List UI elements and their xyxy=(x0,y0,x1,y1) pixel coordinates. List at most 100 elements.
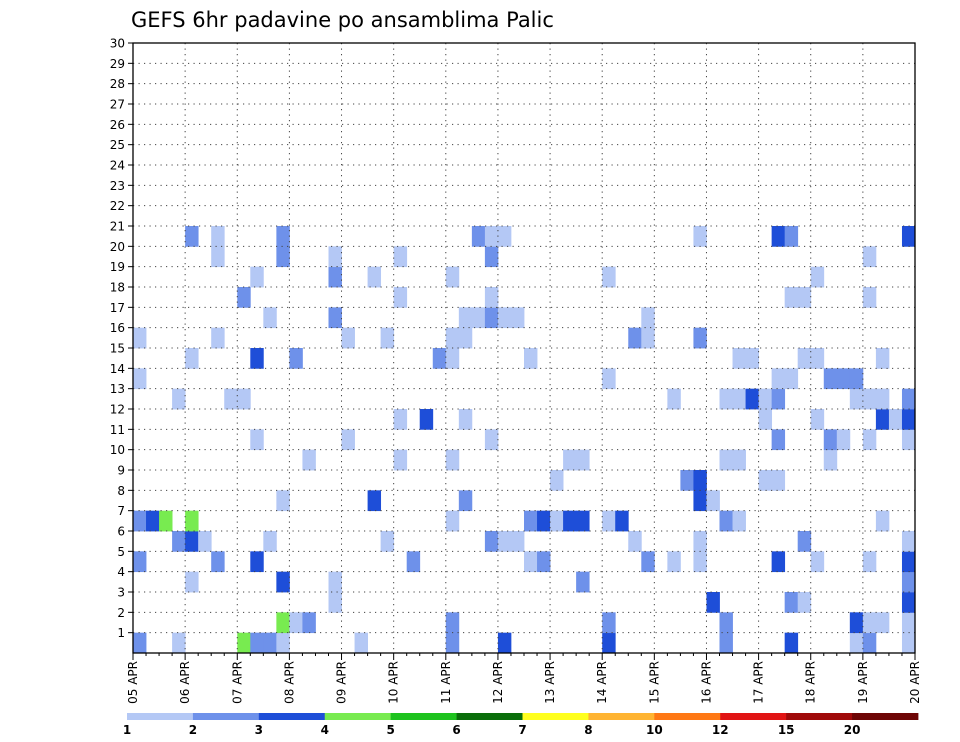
legend-swatch xyxy=(720,713,787,720)
x-tick-label: 15 APR xyxy=(647,661,661,704)
legend-label: 1 xyxy=(123,723,131,737)
precip-cell xyxy=(458,307,473,329)
legend-swatch xyxy=(192,713,260,720)
precip-cell xyxy=(875,388,890,410)
precip-cell xyxy=(484,531,499,552)
y-axis: 1234567891011121314151617181920212223242… xyxy=(110,37,133,640)
precip-cell xyxy=(341,327,355,349)
legend-swatch xyxy=(852,713,919,720)
y-tick-label: 20 xyxy=(110,240,125,254)
precip-cell xyxy=(211,246,225,268)
legend-label: 3 xyxy=(255,723,263,737)
precip-cell xyxy=(719,510,733,532)
precip-cell xyxy=(276,632,290,654)
precip-cell xyxy=(901,551,916,573)
y-tick-label: 28 xyxy=(110,77,125,91)
legend-swatch xyxy=(522,713,589,720)
precip-cell xyxy=(497,632,512,654)
precip-cell xyxy=(771,226,786,247)
precip-cell xyxy=(250,551,264,573)
precip-cell xyxy=(524,551,538,573)
precip-cell xyxy=(732,449,746,471)
y-tick-label: 18 xyxy=(110,281,125,295)
precip-cell xyxy=(771,429,786,451)
precip-cell xyxy=(836,368,851,390)
y-tick-label: 23 xyxy=(110,179,125,193)
precip-cell xyxy=(823,449,838,471)
legend-swatch xyxy=(324,713,392,720)
precip-cell xyxy=(250,429,264,451)
precip-cell xyxy=(458,490,473,512)
precip-cell xyxy=(823,429,838,451)
precip-cell xyxy=(133,551,147,573)
precip-cell xyxy=(641,327,655,349)
precip-cell xyxy=(445,510,460,532)
precip-cell xyxy=(328,592,342,613)
precip-cell xyxy=(263,531,277,552)
precip-cell xyxy=(276,246,290,268)
precip-cell xyxy=(302,449,316,471)
y-tick-label: 15 xyxy=(110,342,125,356)
precip-cell xyxy=(237,632,251,654)
legend-swatch xyxy=(588,713,655,720)
precip-cell xyxy=(393,409,408,430)
precip-cell xyxy=(849,612,864,634)
precip-cell xyxy=(862,246,877,268)
precip-cell xyxy=(576,449,590,471)
precip-cell xyxy=(185,510,199,532)
legend-label: 2 xyxy=(189,723,197,737)
precip-cell xyxy=(289,348,303,369)
x-tick-label: 05 APR xyxy=(126,661,140,704)
precip-cell xyxy=(797,348,812,369)
legend-label: 7 xyxy=(518,723,526,737)
precip-cell xyxy=(263,632,277,654)
precip-cell xyxy=(901,226,916,247)
precip-cell xyxy=(198,531,212,552)
y-tick-label: 25 xyxy=(110,138,125,152)
precip-cell xyxy=(211,551,225,573)
precip-cell xyxy=(328,266,342,288)
precip-cell xyxy=(550,470,564,491)
precip-cell xyxy=(419,409,434,430)
y-tick-label: 26 xyxy=(110,118,125,132)
precip-cell xyxy=(367,266,382,288)
legend-label: 15 xyxy=(778,723,795,737)
precip-cell xyxy=(849,368,864,390)
precip-cell xyxy=(823,368,838,390)
precip-cell xyxy=(810,551,825,573)
precip-cell xyxy=(497,307,512,329)
y-tick-label: 22 xyxy=(110,199,125,213)
precip-cell xyxy=(732,388,746,410)
x-tick-label: 19 APR xyxy=(856,661,870,704)
precip-cell xyxy=(484,429,499,451)
precip-cell xyxy=(602,612,616,634)
legend-swatch xyxy=(654,713,721,720)
cells-layer xyxy=(133,226,916,654)
precip-cell xyxy=(237,388,251,410)
legend-label: 8 xyxy=(584,723,592,737)
precip-cell xyxy=(328,307,342,329)
precip-cell xyxy=(458,327,473,349)
precip-cell xyxy=(719,632,733,654)
precip-cell xyxy=(263,307,277,329)
precip-cell xyxy=(484,307,499,329)
precip-cell xyxy=(758,388,773,410)
color-legend: 1 2 3 4 5 6 7 8 10 12 15 20 xyxy=(123,713,919,737)
x-tick-label: 06 APR xyxy=(178,661,192,704)
precip-cell xyxy=(458,409,473,430)
precip-cell xyxy=(875,348,890,369)
precip-cell xyxy=(302,612,316,634)
precip-cell xyxy=(537,551,551,573)
y-tick-label: 13 xyxy=(110,382,125,396)
y-tick-label: 21 xyxy=(110,220,125,234)
precip-cell xyxy=(445,327,460,349)
precip-cell xyxy=(745,348,759,369)
legend-label: 20 xyxy=(844,723,861,737)
precip-cell xyxy=(901,571,916,593)
grid-layer xyxy=(133,43,915,653)
precip-cell xyxy=(784,226,799,247)
precip-cell xyxy=(510,307,525,329)
precip-cell xyxy=(836,429,851,451)
precip-cell xyxy=(862,287,877,308)
y-tick-label: 17 xyxy=(110,301,125,315)
